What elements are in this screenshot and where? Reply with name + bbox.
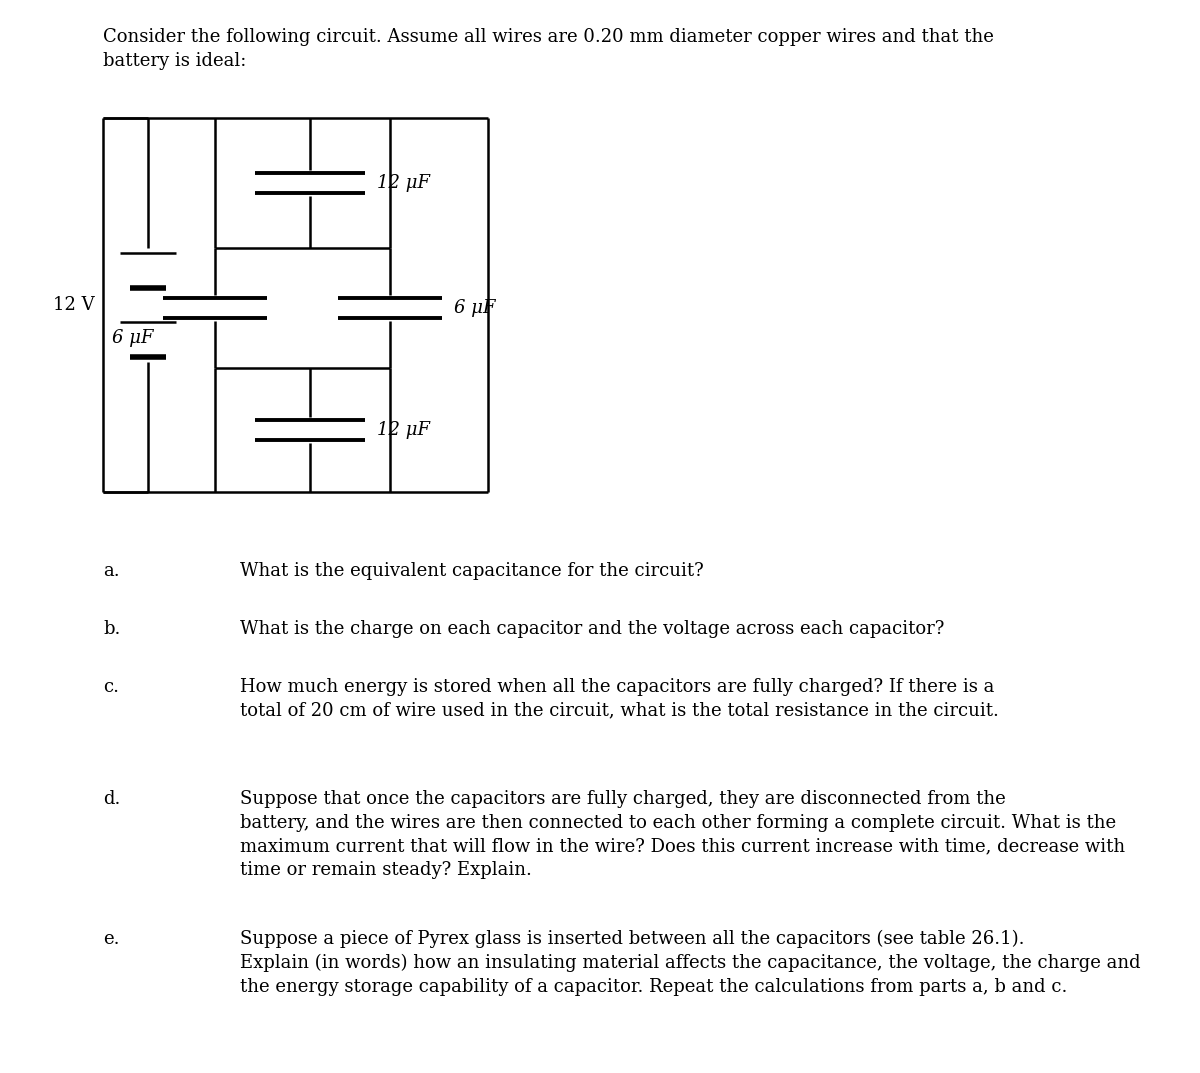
Text: a.: a. (103, 562, 120, 580)
Text: 12 μF: 12 μF (377, 421, 430, 439)
Text: 12 V: 12 V (53, 296, 95, 314)
Text: b.: b. (103, 620, 120, 638)
Text: Suppose that once the capacitors are fully charged, they are disconnected from t: Suppose that once the capacitors are ful… (240, 790, 1126, 879)
Text: How much energy is stored when all the capacitors are fully charged? If there is: How much energy is stored when all the c… (240, 678, 998, 720)
Text: Suppose a piece of Pyrex glass is inserted between all the capacitors (see table: Suppose a piece of Pyrex glass is insert… (240, 930, 1141, 996)
Text: e.: e. (103, 930, 120, 949)
Text: 6 μF: 6 μF (454, 299, 496, 317)
Text: Consider the following circuit. Assume all wires are 0.20 mm diameter copper wir: Consider the following circuit. Assume a… (103, 28, 994, 46)
Text: c.: c. (103, 678, 119, 696)
Text: 6 μF: 6 μF (112, 329, 154, 347)
Text: 12 μF: 12 μF (377, 174, 430, 192)
Text: d.: d. (103, 790, 120, 808)
Text: What is the charge on each capacitor and the voltage across each capacitor?: What is the charge on each capacitor and… (240, 620, 944, 638)
Text: battery is ideal:: battery is ideal: (103, 52, 246, 70)
Text: What is the equivalent capacitance for the circuit?: What is the equivalent capacitance for t… (240, 562, 703, 580)
